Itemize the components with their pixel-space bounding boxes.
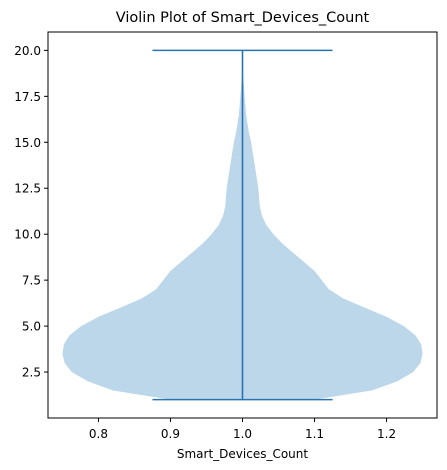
y-tick-label: 10.0 (14, 228, 41, 242)
x-tick-label: 1.0 (233, 427, 252, 441)
plot-area (47, 31, 438, 419)
y-tick-label: 20.0 (14, 44, 41, 58)
chart-title: Violin Plot of Smart_Devices_Count (116, 10, 370, 26)
y-tick-label: 15.0 (14, 136, 41, 150)
x-tick-label: 1.2 (377, 427, 396, 441)
y-tick-label: 2.5 (22, 366, 41, 380)
x-axis-title: Smart_Devices_Count (177, 447, 309, 461)
y-tick-label: 12.5 (14, 182, 41, 196)
x-tick-label: 1.1 (305, 427, 324, 441)
y-tick-label: 17.5 (14, 90, 41, 104)
y-axis: 2.5 5.0 7.5 10.0 12.5 15.0 17.5 20.0 (14, 44, 48, 380)
y-tick-label: 7.5 (22, 274, 41, 288)
x-axis: 0.8 0.9 1.0 1.1 1.2 (89, 418, 396, 441)
y-tick-label: 5.0 (22, 320, 41, 334)
x-tick-label: 0.8 (89, 427, 108, 441)
x-tick-label: 0.9 (161, 427, 180, 441)
